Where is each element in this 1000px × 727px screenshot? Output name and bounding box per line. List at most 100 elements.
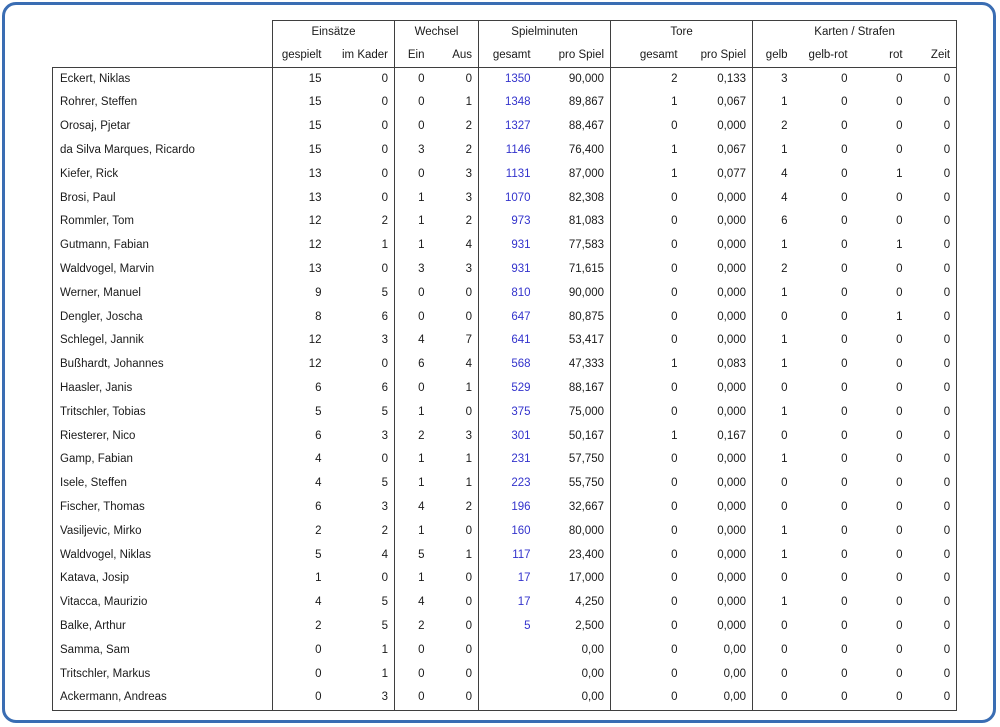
stat-cell-tore-gesamt: 1 bbox=[610, 353, 684, 377]
stat-cell-minuten-gesamt: 529 bbox=[478, 376, 537, 401]
stat-cell-wechsel-aus: 0 bbox=[465, 405, 473, 418]
stat-cell-tore-pro-spiel: 0,000 bbox=[717, 286, 747, 299]
stat-cell-karten-gelb: 0 bbox=[752, 376, 794, 401]
stat-cell-einsaetze-gespielt: 15 bbox=[272, 115, 328, 139]
stat-cell-tore-pro-spiel: 0,000 bbox=[717, 524, 747, 537]
stat-cell-wechsel-aus: 1 bbox=[465, 548, 473, 561]
stat-cell-strafen-zeit: 0 bbox=[908, 257, 958, 282]
stat-cell-wechsel-ein: 0 bbox=[394, 686, 431, 711]
stat-cell-wechsel-ein: 1 bbox=[394, 472, 431, 496]
stat-cell-karten-gelb-rot: 0 bbox=[841, 358, 848, 371]
player-name-cell: Vasiljevic, Mirko bbox=[52, 519, 273, 544]
stat-cell-minuten-gesamt: 196 bbox=[478, 495, 537, 520]
stat-cell-karten-gelb-rot: 0 bbox=[841, 667, 848, 680]
player-name-cell: Bußhardt, Johannes bbox=[52, 353, 273, 377]
stat-cell-minuten-gesamt: 1348 bbox=[478, 91, 537, 116]
stat-cell-wechsel-aus: 0 bbox=[465, 596, 473, 609]
stat-cell-karten-gelb: 4 bbox=[752, 186, 794, 211]
column-header-im-kader: im Kader bbox=[327, 43, 395, 68]
stat-cell-strafen-zeit: 0 bbox=[908, 495, 958, 520]
stat-cell-karten-gelb-rot: 0 bbox=[841, 548, 848, 561]
stat-cell-karten-rot: 0 bbox=[896, 524, 903, 537]
stat-cell-karten-rot: 0 bbox=[896, 405, 903, 418]
stat-cell-wechsel-aus: 3 bbox=[465, 263, 473, 276]
stat-cell-karten-rot: 1 bbox=[896, 239, 903, 252]
stat-cell-einsaetze-im-kader: 3 bbox=[381, 500, 389, 513]
stat-cell-karten-rot: 0 bbox=[896, 215, 903, 228]
stat-cell-minuten-gesamt: 160 bbox=[478, 519, 537, 544]
stat-cell-einsaetze-im-kader: 5 bbox=[381, 286, 389, 299]
stat-cell-tore-pro-spiel: 0,133 bbox=[717, 72, 747, 85]
stat-cell-einsaetze-im-kader: 0 bbox=[381, 263, 389, 276]
stat-cell-strafen-zeit: 0 bbox=[908, 591, 958, 615]
stat-cell-einsaetze-im-kader: 5 bbox=[381, 619, 389, 632]
player-name-cell: Samma, Sam bbox=[52, 638, 273, 663]
stat-cell-karten-gelb-rot: 0 bbox=[841, 572, 848, 585]
stat-cell-tore-pro-spiel: 0,000 bbox=[717, 477, 747, 490]
stat-cell-karten-gelb: 1 bbox=[752, 138, 794, 163]
stat-cell-wechsel-aus: 3 bbox=[465, 191, 473, 204]
table-row: Isele, Steffen 4 5 1 1 223 55,750 0 0,000 0 0 0 0 bbox=[52, 472, 958, 496]
stat-cell-minuten-pro-spiel: 55,750 bbox=[568, 477, 605, 490]
stat-cell-strafen-zeit: 0 bbox=[908, 162, 958, 187]
column-group-einsaetze: Einsätze bbox=[271, 20, 395, 44]
stat-cell-einsaetze-gespielt: 4 bbox=[272, 472, 328, 496]
stat-cell-karten-gelb-rot: 0 bbox=[841, 191, 848, 204]
player-name-cell: Kiefer, Rick bbox=[52, 162, 273, 187]
stat-cell-tore-gesamt: 0 bbox=[610, 115, 684, 139]
stat-cell-tore-pro-spiel: 0,083 bbox=[717, 358, 747, 371]
table-row: Dengler, Joscha 8 6 0 0 647 80,875 0 0,000 0 0 1 0 bbox=[52, 305, 958, 330]
stat-cell-karten-gelb: 6 bbox=[752, 210, 794, 235]
stat-cell-karten-gelb-rot: 0 bbox=[841, 120, 848, 133]
player-name-cell: Katava, Josip bbox=[52, 567, 273, 592]
stat-cell-einsaetze-gespielt: 4 bbox=[272, 448, 328, 473]
stat-cell-karten-rot: 0 bbox=[896, 500, 903, 513]
stat-cell-wechsel-ein: 0 bbox=[394, 67, 431, 92]
stat-cell-einsaetze-im-kader: 0 bbox=[381, 144, 389, 157]
stat-cell-minuten-gesamt: 231 bbox=[478, 448, 537, 473]
column-header-gespielt: gespielt bbox=[272, 43, 328, 68]
column-group-wechsel: Wechsel bbox=[394, 20, 479, 44]
stat-cell-einsaetze-gespielt: 15 bbox=[272, 138, 328, 163]
stat-cell-minuten-gesamt: 17 bbox=[478, 567, 537, 592]
stat-cell-einsaetze-gespielt: 5 bbox=[272, 400, 328, 425]
player-stats-table: Einsätze Wechsel Spielminuten Tore Karte… bbox=[52, 20, 958, 711]
stat-cell-wechsel-aus: 0 bbox=[465, 524, 473, 537]
stat-cell-karten-rot: 0 bbox=[896, 144, 903, 157]
player-name-cell: Vitacca, Maurizio bbox=[52, 591, 273, 615]
stat-cell-tore-pro-spiel: 0,077 bbox=[717, 167, 747, 180]
stat-cell-karten-gelb: 4 bbox=[752, 162, 794, 187]
stat-cell-karten-gelb: 0 bbox=[752, 567, 794, 592]
player-name-cell: Dengler, Joscha bbox=[52, 305, 273, 330]
stat-cell-minuten-gesamt: 931 bbox=[478, 234, 537, 258]
table-row: da Silva Marques, Ricardo 15 0 3 2 1146 76,400… bbox=[52, 138, 958, 163]
stat-cell-minuten-pro-spiel: 0,00 bbox=[581, 643, 605, 656]
stat-cell-einsaetze-im-kader: 1 bbox=[381, 239, 389, 252]
stat-cell-einsaetze-gespielt: 12 bbox=[272, 329, 328, 354]
stat-cell-tore-pro-spiel: 0,000 bbox=[717, 596, 747, 609]
stat-cell-wechsel-ein: 0 bbox=[394, 376, 431, 401]
player-name-cell: Werner, Manuel bbox=[52, 281, 273, 306]
stat-cell-karten-gelb: 3 bbox=[752, 67, 794, 92]
stat-cell-minuten-pro-spiel: 50,167 bbox=[568, 429, 605, 442]
table-row: Samma, Sam 0 1 0 0 0,00 0 0,00 0 0 0 0 bbox=[52, 638, 958, 663]
stat-cell-einsaetze-gespielt: 12 bbox=[272, 353, 328, 377]
stat-cell-wechsel-aus: 2 bbox=[465, 144, 473, 157]
stat-cell-tore-gesamt: 0 bbox=[610, 495, 684, 520]
stat-cell-strafen-zeit: 0 bbox=[908, 614, 958, 639]
stat-cell-wechsel-ein: 0 bbox=[394, 638, 431, 663]
stat-cell-karten-rot: 0 bbox=[896, 120, 903, 133]
stat-cell-karten-gelb-rot: 0 bbox=[841, 286, 848, 299]
table-row: Schlegel, Jannik 12 3 4 7 641 53,417 0 0,000 1 0 0 0 bbox=[52, 329, 958, 354]
stat-cell-minuten-pro-spiel: 77,583 bbox=[568, 239, 605, 252]
stat-cell-tore-gesamt: 1 bbox=[610, 162, 684, 187]
stat-cell-strafen-zeit: 0 bbox=[908, 210, 958, 235]
stat-cell-wechsel-ein: 1 bbox=[394, 210, 431, 235]
stat-cell-wechsel-aus: 1 bbox=[465, 382, 473, 394]
stat-cell-einsaetze-gespielt: 13 bbox=[272, 257, 328, 282]
stat-cell-minuten-pro-spiel: 57,750 bbox=[568, 453, 605, 466]
stat-cell-wechsel-ein: 5 bbox=[394, 543, 431, 568]
stat-cell-tore-gesamt: 0 bbox=[610, 257, 684, 282]
stat-cell-tore-gesamt: 0 bbox=[610, 686, 684, 711]
stat-cell-strafen-zeit: 0 bbox=[908, 138, 958, 163]
